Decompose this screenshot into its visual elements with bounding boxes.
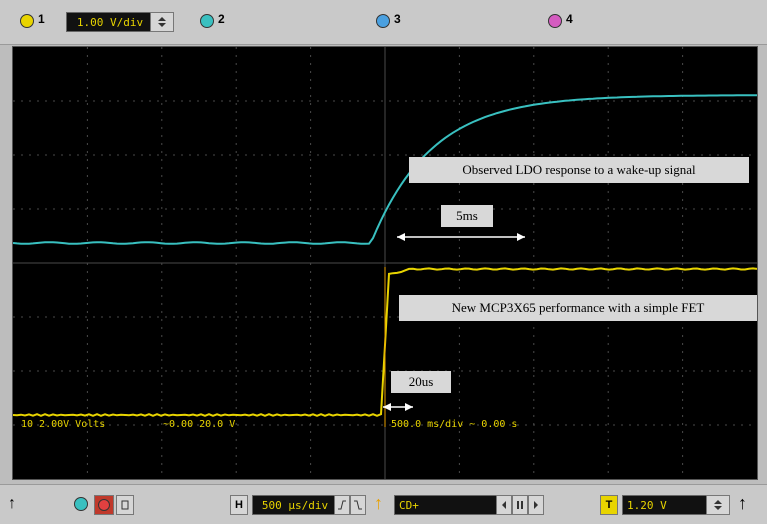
run-indicator[interactable] [74,497,88,511]
run-circle-icon [74,497,88,511]
trigger-source-field[interactable]: CD+ [394,495,498,515]
ch2-circle-icon [200,14,214,28]
ch3-number: 3 [394,12,401,26]
control-bar: ↑ H 500 µs/div ↑ CD+ T 1.20 V [0,484,767,524]
single-icon [120,499,130,511]
chevron-left-icon [500,500,508,510]
ch1-scale-stepper[interactable] [150,12,174,32]
span-arrow-long [397,233,525,241]
ch4-circle-icon [548,14,562,28]
waveform-display: Observed LDO response to a wake-up signa… [12,46,758,480]
ch2-number: 2 [218,12,225,26]
ch1-circle-icon [20,14,34,28]
annotation-observed-response: Observed LDO response to a wake-up signa… [409,157,749,183]
pause-icon [516,500,524,510]
left-arrow-icon[interactable]: ↑ [8,495,16,513]
waveform-plot [13,47,757,479]
span-label-short: 20us [391,371,451,393]
annotation-new-performance: New MCP3X65 performance with a simple FE… [399,295,757,321]
ch1-indicator[interactable] [20,14,34,28]
trigger-level-stepper[interactable] [706,495,730,515]
span-label-long: 5ms [441,205,493,227]
right-arrow-icon[interactable]: ↑ [738,493,747,514]
ch2-indicator[interactable] [200,14,214,28]
trigger-prev-button[interactable] [496,495,512,515]
status-left: 10 2.00V Volts [21,419,105,430]
timebase-field[interactable]: 500 µs/div [252,495,338,515]
ch1-number: 1 [38,12,45,26]
ch4-indicator[interactable] [548,14,562,28]
rising-edge-icon [337,499,347,511]
horizontal-label: H [230,495,248,515]
stepper-icon [155,15,169,29]
chevron-right-icon [532,500,540,510]
ch1-scale-field[interactable]: 1.00 V/div [66,12,154,32]
trigger-pause-button[interactable] [512,495,528,515]
stepper-icon [711,498,725,512]
ch4-number: 4 [566,12,573,26]
span-arrow-short [383,403,413,411]
status-mid: ~0.00 20.0 V [163,419,235,430]
trigger-level-label: T [600,495,618,515]
slope-rising-button[interactable] [334,495,350,515]
stop-button[interactable] [94,495,114,515]
trigger-marker-icon: ↑ [374,493,383,514]
status-right: 500.0 ms/div ~ 0.00 s [391,419,517,430]
ch3-indicator[interactable] [376,14,390,28]
falling-edge-icon [353,499,363,511]
ch3-circle-icon [376,14,390,28]
trigger-level-field[interactable]: 1.20 V [622,495,708,515]
slope-falling-button[interactable] [350,495,366,515]
stop-icon [98,499,110,511]
channel-toolbar: 1 1.00 V/div 2 3 4 [0,0,767,45]
trigger-next-button[interactable] [528,495,544,515]
single-button[interactable] [116,495,134,515]
